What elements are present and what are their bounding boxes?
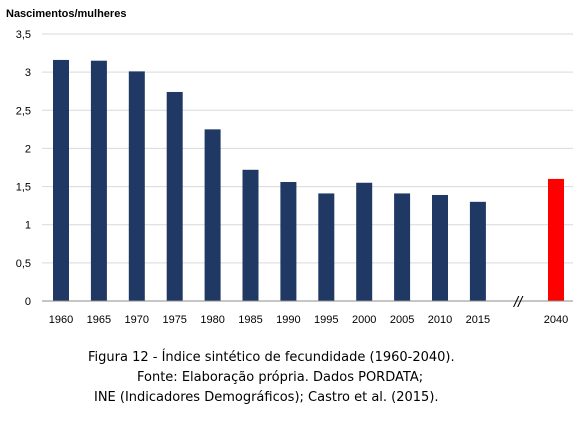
caption-title: Figura 12 - Índice sintético de fecundid… (88, 350, 455, 365)
y-axis-label: Nascimentos/mulheres (6, 8, 126, 20)
bars (53, 59, 564, 302)
y-tick-label: 1 (25, 220, 31, 232)
y-tick-label: 2,5 (16, 105, 31, 117)
x-tick-label: 2010 (428, 314, 452, 326)
x-tick-label: 1965 (87, 314, 111, 326)
x-axis-ticks: 1960 1965 1970 1975 1980 1985 1990 1995 2000 2005… (49, 314, 568, 326)
bar-2015 (469, 201, 486, 301)
bar-1985 (242, 169, 259, 301)
bar-1965 (90, 60, 107, 302)
x-tick-label: 1960 (49, 314, 73, 326)
y-tick-label: 0 (25, 296, 31, 308)
axis-break-marker: // (513, 294, 524, 311)
x-tick-label: 2040 (544, 314, 568, 326)
bar-1990 (280, 181, 297, 301)
fertility-bar-chart: Nascimentos/mulheres 0 0,5 1 1,5 2 2,5 3 3,5 19… (6, 8, 573, 326)
bar-1975 (166, 91, 183, 301)
bar-1970 (128, 71, 145, 301)
x-tick-label: 1985 (238, 314, 262, 326)
caption-source: Fonte: Elaboração própria. Dados PORDATA… (137, 370, 424, 385)
y-tick-label: 3,5 (16, 29, 31, 41)
x-tick-label: 2015 (466, 314, 490, 326)
bar-2000 (356, 182, 373, 301)
x-tick-label: 1975 (162, 314, 186, 326)
x-tick-label: 1995 (314, 314, 338, 326)
caption-source-continued: INE (Indicadores Demográficos); Castro e… (94, 390, 439, 405)
bar-2040 (548, 178, 564, 301)
x-tick-label: 2005 (390, 314, 414, 326)
bar-2010 (432, 194, 448, 301)
y-tick-label: 0,5 (16, 258, 31, 270)
bar-2005 (394, 193, 411, 301)
y-tick-label: 1,5 (16, 182, 31, 194)
bar-1995 (318, 193, 335, 301)
x-tick-label: 1990 (276, 314, 300, 326)
bar-1960 (53, 59, 69, 302)
x-tick-label: 1970 (125, 314, 149, 326)
x-tick-label: 1980 (200, 314, 224, 326)
bar-1980 (204, 129, 221, 301)
y-tick-label: 3 (25, 67, 31, 79)
y-tick-label: 2 (25, 143, 31, 155)
y-axis-ticks: 0 0,5 1 1,5 2 2,5 3 3,5 (16, 29, 31, 308)
x-tick-label: 2000 (352, 314, 376, 326)
gridlines (42, 33, 573, 264)
